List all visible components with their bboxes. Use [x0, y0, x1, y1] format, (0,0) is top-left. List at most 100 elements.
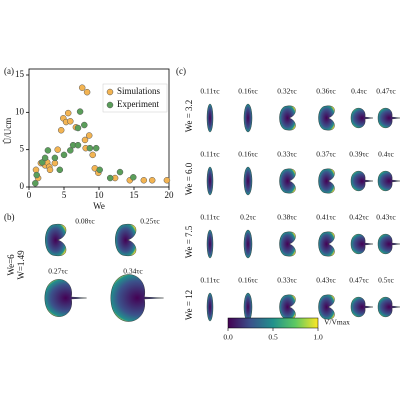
point — [57, 127, 65, 134]
time-label: 0.47τc — [376, 87, 396, 96]
point — [51, 154, 59, 162]
time-label: 0.39τc — [349, 150, 369, 159]
droplet — [243, 229, 253, 259]
point — [86, 144, 94, 152]
legend-box — [102, 83, 168, 113]
time-label: 0.5τc — [378, 276, 394, 285]
legend-marker — [106, 88, 114, 96]
time-label: 0.33τc — [277, 150, 297, 159]
legend-label: Simulations — [117, 86, 161, 96]
droplet — [45, 224, 67, 256]
droplet — [115, 224, 137, 256]
point — [74, 124, 82, 132]
time-label: 0.16τc — [238, 150, 258, 159]
colorbar-tick-label: 1.0 — [313, 333, 323, 342]
point — [67, 147, 74, 154]
droplet — [279, 231, 296, 257]
row-label: We = 3.2 — [184, 100, 194, 133]
row-label: We=6 — [6, 254, 16, 276]
panel-label: (c) — [176, 66, 186, 76]
x-tick-label: 15 — [130, 190, 140, 200]
time-label: 0.33τc — [277, 276, 297, 285]
x-tick-label: 0 — [27, 190, 32, 200]
droplet — [243, 166, 253, 196]
droplet — [377, 170, 400, 192]
droplet — [206, 292, 214, 322]
point — [81, 121, 88, 129]
time-label: 0.08τc — [75, 217, 95, 226]
panel-label: (b) — [4, 212, 15, 222]
point — [116, 168, 124, 176]
legend-label: Experiment — [117, 99, 159, 109]
time-label: 0.27τc — [48, 267, 68, 276]
panel-b: We=6 W=1.49 0.08τc 0.25τc 0.27τc 0.34τc — [6, 217, 164, 322]
time-label: 0.16τc — [238, 276, 258, 285]
droplet — [318, 231, 335, 257]
colorbar — [227, 317, 319, 329]
point — [33, 171, 40, 179]
point — [83, 88, 91, 96]
droplet — [110, 274, 164, 322]
point — [44, 147, 52, 154]
time-label: 0.2τc — [240, 213, 256, 222]
droplet — [377, 107, 400, 129]
droplet — [279, 294, 296, 320]
droplet — [44, 279, 87, 317]
time-label: 0.11τc — [200, 213, 220, 222]
point — [56, 166, 64, 174]
y-tick-label: 10 — [15, 106, 25, 116]
droplet — [350, 296, 374, 318]
time-label: 0.34τc — [123, 267, 143, 276]
colorbar-label: V/Vmax — [324, 318, 350, 327]
time-label: 0.16τc — [238, 87, 258, 96]
y-axis-label: Û/Ucm — [3, 118, 13, 145]
droplet — [350, 233, 374, 255]
time-label: 0.11τc — [200, 150, 220, 159]
droplet — [279, 105, 296, 131]
point — [41, 154, 49, 162]
legend-marker — [106, 101, 114, 109]
row-label: W=1.49 — [16, 250, 26, 280]
time-label: 0.25τc — [140, 217, 160, 226]
time-label: 0.43τc — [376, 213, 396, 222]
row-label: We = 12 — [184, 290, 194, 320]
row-label: We = 6.0 — [184, 162, 194, 195]
point — [89, 151, 96, 159]
droplet — [243, 292, 253, 322]
droplet — [206, 166, 214, 196]
droplet — [279, 168, 296, 194]
point — [140, 177, 148, 184]
droplet — [318, 294, 335, 320]
panel-c: We = 3.2 0.11τc 0.16τc 0.32τc 0.36τc 0.4τc 0.4… — [184, 87, 400, 342]
point — [81, 136, 89, 144]
time-label: 0.4τc — [351, 87, 367, 96]
x-axis-label: We — [93, 201, 105, 211]
point — [67, 118, 74, 125]
colorbar-tick-label: 0.0 — [223, 333, 233, 342]
droplet — [350, 170, 374, 192]
time-label: 0.43τc — [316, 276, 336, 285]
point — [163, 177, 171, 184]
point — [148, 177, 156, 184]
point — [54, 146, 61, 153]
panel-label: (a) — [4, 66, 14, 76]
time-label: 0.47τc — [349, 276, 369, 285]
y-tick-label: 5 — [20, 144, 25, 154]
droplet — [318, 105, 335, 131]
time-label: 0.4τc — [378, 150, 394, 159]
point — [106, 174, 114, 182]
point — [46, 166, 54, 174]
time-label: 0.41τc — [316, 213, 336, 222]
point — [32, 180, 39, 187]
point — [96, 166, 103, 174]
droplet — [206, 103, 214, 133]
time-label: 0.11τc — [200, 87, 220, 96]
y-tick-label: 15 — [15, 69, 25, 79]
droplet — [377, 296, 400, 318]
point — [60, 151, 68, 159]
point — [64, 109, 72, 117]
row-label: We = 7.5 — [184, 225, 194, 258]
droplet — [206, 229, 214, 259]
x-tick-label: 20 — [165, 190, 175, 200]
